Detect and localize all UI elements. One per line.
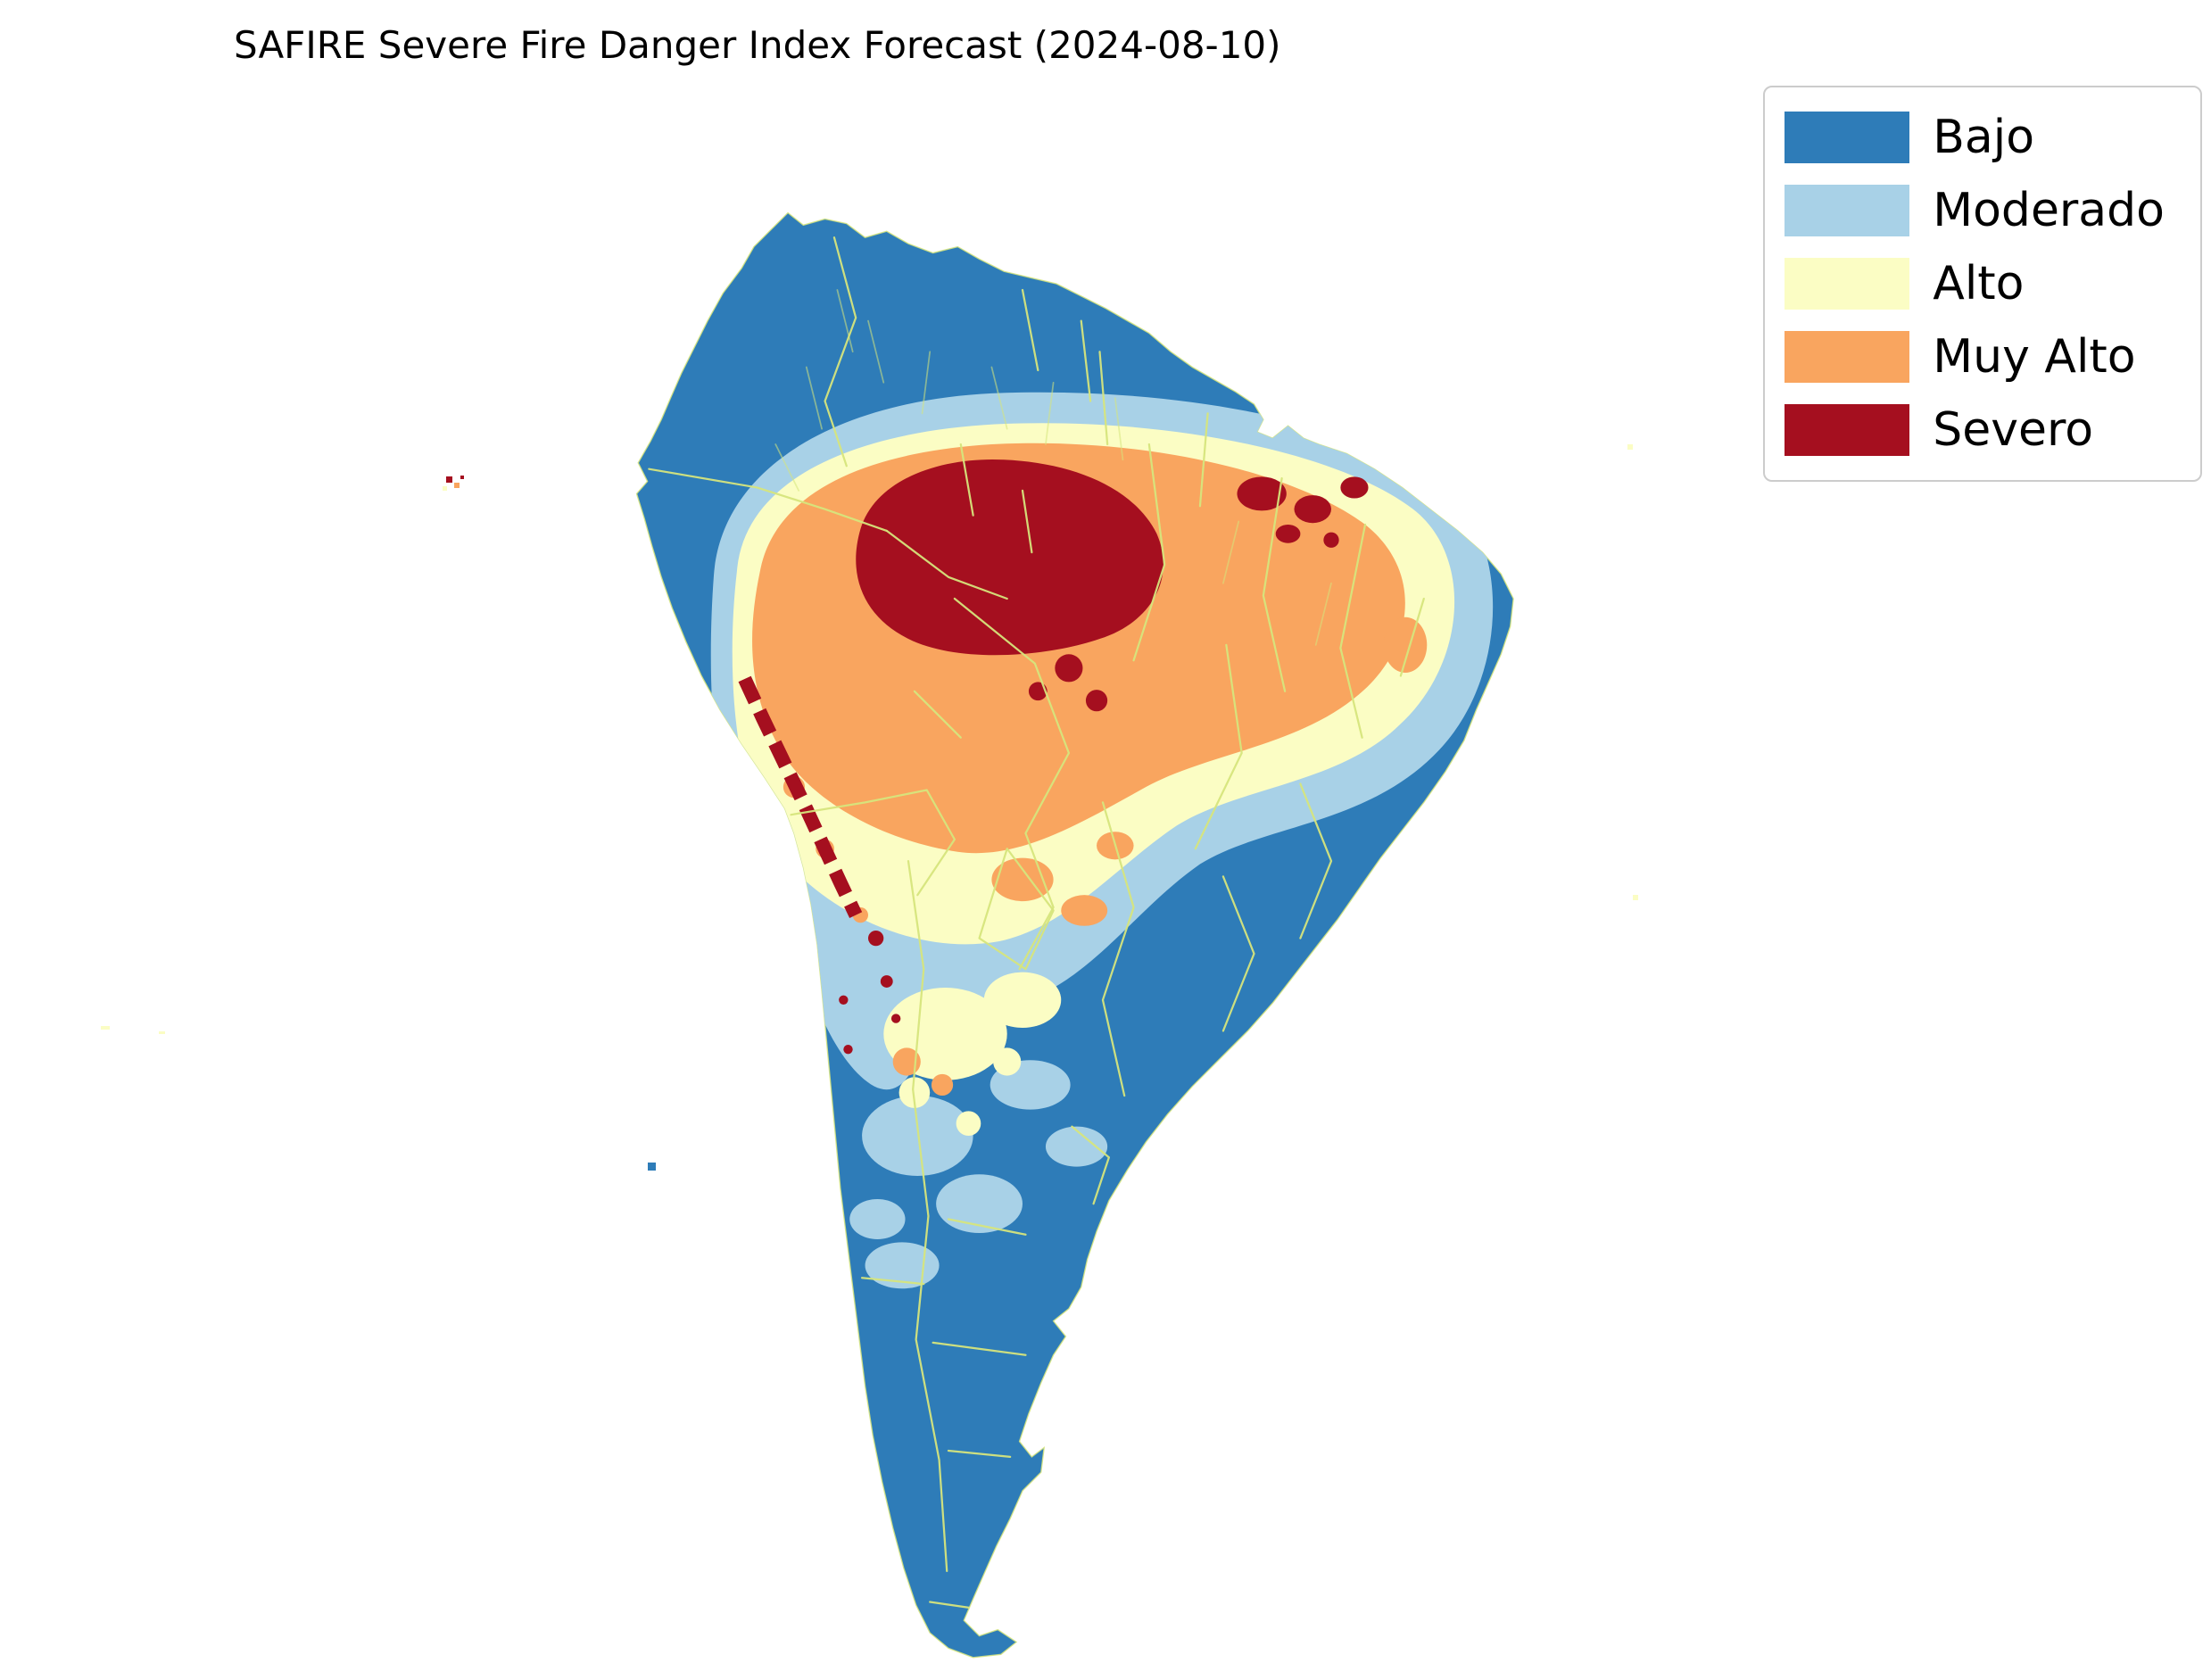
legend-swatch-severo [1785,404,1910,456]
legend: Bajo Moderado Alto Muy Alto Severo [1763,86,2202,482]
legend-label-muy-alto: Muy Alto [1933,330,2136,384]
south-america-map [635,211,1514,1659]
legend-swatch-muy-alto [1785,331,1910,383]
legend-label-bajo: Bajo [1933,111,2035,164]
legend-item-bajo: Bajo [1785,111,2165,164]
legend-swatch-bajo [1785,112,1910,163]
severo-region [738,459,1369,1055]
island-specks [101,444,1638,1171]
legend-label-alto: Alto [1933,257,2025,310]
legend-item-muy-alto: Muy Alto [1785,330,2165,384]
legend-item-severo: Severo [1785,403,2165,457]
map-title: SAFIRE Severe Fire Danger Index Forecast… [234,23,1281,67]
legend-item-alto: Alto [1785,257,2165,310]
legend-item-moderado: Moderado [1785,184,2165,237]
legend-label-moderado: Moderado [1933,184,2165,237]
legend-label-severo: Severo [1933,403,2094,457]
legend-swatch-alto [1785,258,1910,310]
andes-severo-streak [738,675,863,918]
legend-swatch-moderado [1785,185,1910,236]
admin-boundaries [648,236,1425,1616]
